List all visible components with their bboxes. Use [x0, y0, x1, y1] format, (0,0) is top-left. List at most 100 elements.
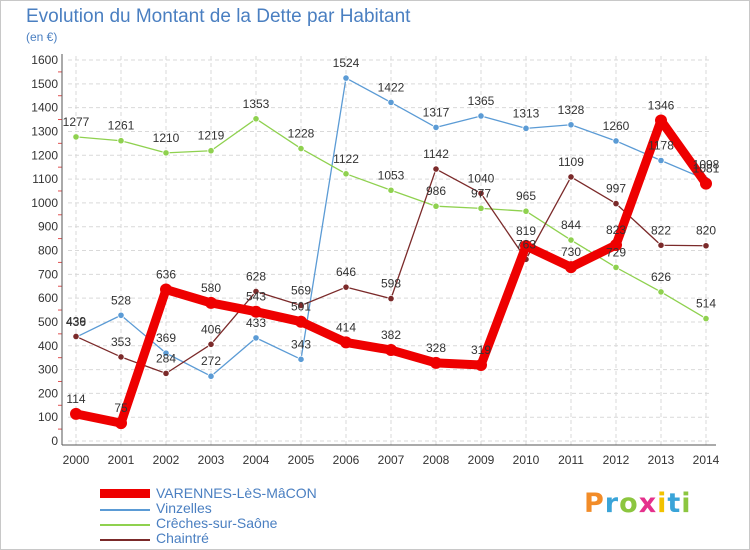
y-tick-label: 600	[38, 291, 58, 305]
data-point	[567, 121, 575, 129]
data-point	[115, 417, 127, 430]
data-label: 1317	[423, 105, 450, 119]
x-tick-label: 2000	[63, 453, 90, 467]
data-point	[297, 355, 305, 363]
data-point	[565, 261, 577, 274]
data-label: 369	[156, 331, 176, 345]
data-label: 822	[651, 223, 671, 237]
y-tick-label: 0	[51, 434, 58, 448]
data-point	[250, 305, 262, 318]
chart-title: Evolution du Montant de la Dette par Hab…	[26, 6, 411, 27]
logo-letter: t	[667, 488, 682, 519]
logo-letter: P	[584, 488, 605, 519]
data-label: 626	[651, 270, 671, 284]
data-label: 528	[111, 293, 131, 307]
data-label: 1122	[333, 152, 359, 166]
y-tick-label: 900	[38, 220, 58, 234]
data-point	[567, 173, 575, 181]
data-point	[297, 144, 305, 153]
data-label: 730	[561, 245, 581, 259]
data-point	[162, 149, 170, 157]
data-point	[477, 112, 485, 120]
legend-label: Chaintré	[156, 530, 209, 546]
data-point	[387, 186, 395, 194]
y-tick-label: 1200	[31, 148, 58, 162]
legend-swatch	[100, 524, 150, 526]
data-point	[612, 199, 620, 208]
data-point	[702, 242, 710, 250]
data-label: 1261	[108, 119, 135, 133]
x-tick-label: 2008	[423, 453, 450, 467]
y-tick-label: 200	[38, 386, 58, 400]
data-label: 1260	[603, 119, 630, 133]
data-point	[567, 236, 575, 244]
x-tick-label: 2005	[288, 453, 315, 467]
data-label: 406	[201, 322, 221, 336]
data-label: 1228	[288, 127, 315, 141]
data-label: 433	[246, 316, 266, 330]
data-point	[477, 189, 485, 197]
data-point	[702, 315, 710, 323]
data-label: 439	[66, 314, 86, 328]
data-point	[387, 98, 395, 106]
data-point	[117, 353, 125, 361]
y-tick-label: 300	[38, 363, 58, 377]
data-label: 997	[606, 182, 626, 196]
data-label: 319	[471, 343, 491, 357]
data-point	[207, 147, 215, 155]
data-label: 1098	[693, 158, 720, 172]
data-point	[207, 372, 215, 380]
data-label: 1219	[198, 129, 225, 143]
data-label: 646	[336, 265, 356, 279]
data-label: 819	[516, 224, 536, 238]
data-point	[207, 340, 215, 348]
y-tick-label: 800	[38, 244, 58, 258]
data-point	[295, 315, 307, 328]
chart-subtitle: (en €)	[26, 30, 58, 44]
data-label: 414	[336, 320, 356, 334]
data-label: 1346	[648, 98, 675, 112]
x-tick-label: 2004	[243, 453, 270, 467]
data-label: 1524	[333, 56, 360, 70]
x-tick-label: 2013	[648, 453, 675, 467]
data-point	[117, 137, 125, 145]
legend-swatch	[100, 539, 150, 541]
data-label: 965	[516, 189, 536, 203]
data-label: 514	[696, 297, 716, 311]
x-tick-label: 2001	[108, 453, 135, 467]
data-label: 1109	[558, 155, 584, 169]
x-tick-label: 2006	[333, 453, 360, 467]
y-tick-label: 100	[38, 410, 58, 424]
data-point	[72, 133, 80, 141]
proxiti-logo: Proxiti	[584, 488, 692, 519]
y-tick-label: 1000	[31, 196, 58, 210]
data-point	[610, 239, 622, 252]
x-tick-label: 2011	[558, 453, 584, 467]
data-label: 436	[66, 315, 86, 329]
data-label: 343	[291, 337, 311, 351]
data-point	[340, 336, 352, 349]
data-label: 382	[381, 328, 401, 342]
data-point	[297, 301, 305, 310]
data-label: 1210	[153, 131, 180, 145]
data-label: 1053	[378, 168, 405, 182]
data-label: 763	[516, 237, 536, 251]
data-label: 1328	[558, 103, 585, 117]
y-tick-label: 500	[38, 315, 58, 329]
data-point	[657, 156, 665, 165]
y-tick-label: 1500	[31, 77, 58, 91]
y-tick-label: 700	[38, 267, 58, 281]
data-point	[522, 207, 530, 215]
data-point	[160, 283, 172, 296]
x-tick-label: 2003	[198, 453, 225, 467]
data-point	[70, 407, 82, 420]
data-label: 636	[156, 268, 176, 282]
logo-letter: i	[681, 488, 692, 519]
logo-letter: i	[657, 488, 668, 519]
data-point	[432, 202, 440, 210]
data-label: 328	[426, 341, 446, 355]
data-point	[430, 356, 442, 369]
data-point	[522, 124, 530, 132]
data-label: 1365	[468, 94, 495, 108]
